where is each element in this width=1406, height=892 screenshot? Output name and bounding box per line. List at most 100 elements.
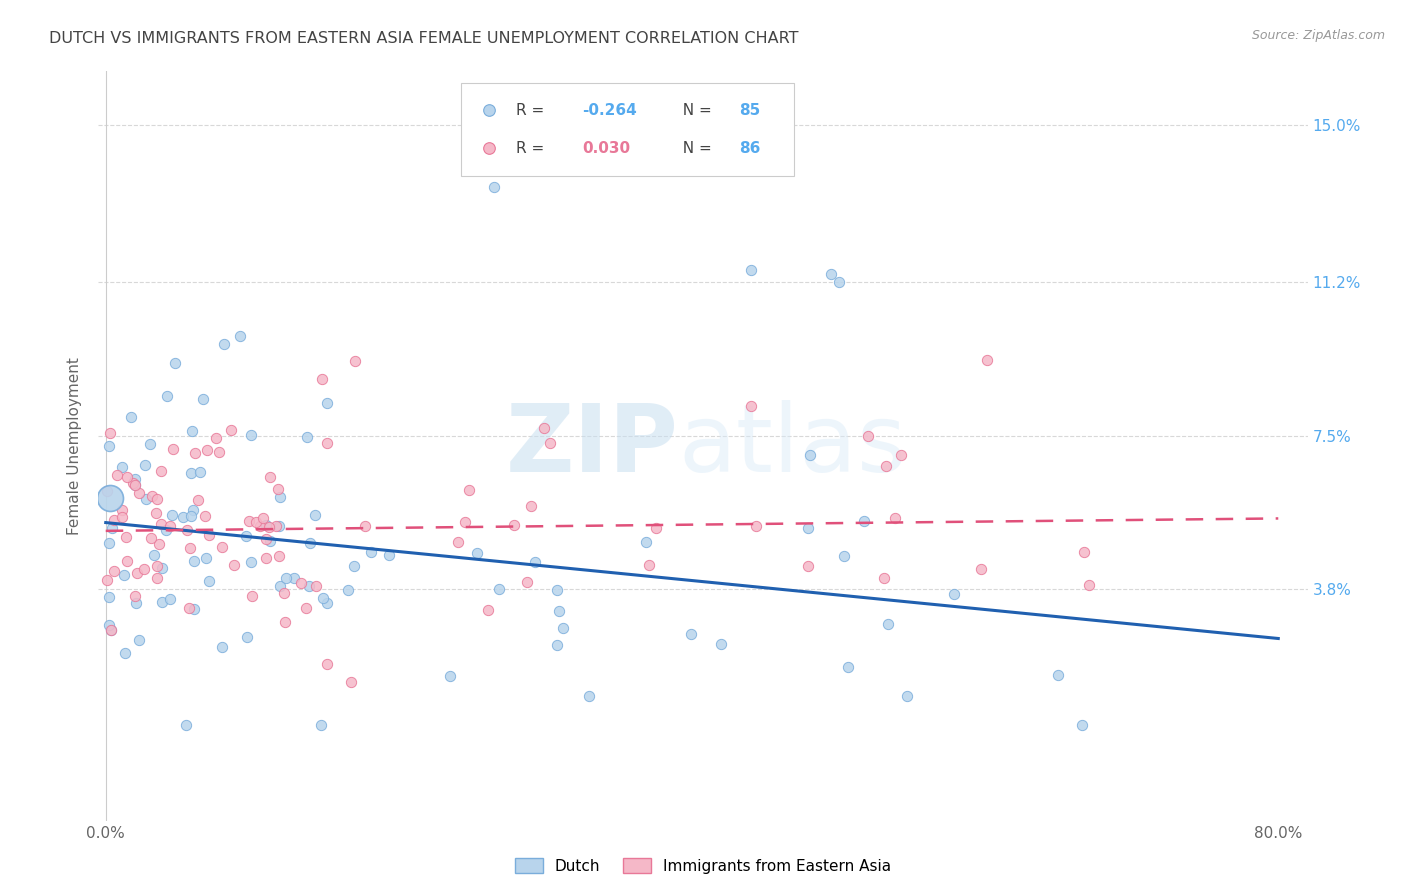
Point: [360, 545, 382, 559]
Point: [745, 518, 768, 533]
Point: [942, 587, 965, 601]
Point: [162, 508, 184, 523]
Point: [205, 431, 228, 445]
Point: [96, 573, 118, 587]
Point: [315, 396, 337, 410]
Point: [533, 421, 555, 435]
Point: [1073, 545, 1095, 559]
Point: [141, 531, 163, 545]
Point: [97, 439, 120, 453]
Point: [139, 437, 162, 451]
Point: [970, 562, 993, 576]
Point: [290, 575, 312, 590]
Point: [180, 509, 202, 524]
Point: [546, 638, 568, 652]
Point: [873, 572, 896, 586]
Text: 86: 86: [740, 141, 761, 156]
Point: [267, 549, 290, 564]
Point: [211, 540, 233, 554]
Point: [159, 518, 181, 533]
Point: [188, 465, 211, 479]
Point: [100, 623, 122, 637]
Point: [254, 550, 277, 565]
FancyBboxPatch shape: [461, 83, 793, 177]
Point: [853, 514, 876, 528]
Point: [876, 617, 898, 632]
Point: [125, 596, 148, 610]
Point: [124, 478, 146, 492]
Point: [634, 535, 657, 549]
Point: [252, 511, 274, 525]
Point: [197, 574, 219, 588]
Point: [259, 533, 281, 548]
Point: [548, 604, 571, 618]
Point: [194, 508, 217, 523]
Point: [194, 551, 217, 566]
Point: [128, 486, 150, 500]
Point: [681, 627, 703, 641]
Point: [249, 519, 271, 533]
Point: [211, 640, 233, 654]
Point: [343, 354, 366, 368]
Point: [125, 566, 148, 580]
Point: [111, 503, 134, 517]
Point: [378, 548, 401, 562]
Point: [454, 515, 477, 529]
Point: [976, 353, 998, 368]
Point: [229, 328, 252, 343]
Point: [149, 465, 172, 479]
Point: [128, 632, 150, 647]
Point: [259, 469, 281, 483]
Point: [124, 477, 146, 491]
Text: ZIP: ZIP: [506, 400, 679, 492]
Point: [538, 435, 561, 450]
Point: [212, 337, 235, 351]
Point: [124, 472, 146, 486]
Point: [488, 582, 510, 596]
Point: [273, 586, 295, 600]
Point: [156, 389, 179, 403]
Point: [312, 591, 335, 606]
Point: [503, 517, 526, 532]
Point: [546, 583, 568, 598]
Point: [482, 180, 505, 194]
Point: [179, 541, 201, 556]
Point: [132, 562, 155, 576]
Point: [264, 519, 287, 533]
Point: [890, 448, 912, 462]
Point: [172, 509, 194, 524]
Point: [146, 558, 169, 573]
Point: [97, 618, 120, 632]
Point: [439, 669, 461, 683]
Point: [832, 549, 855, 563]
Point: [134, 458, 156, 472]
Point: [638, 558, 661, 572]
Point: [457, 483, 479, 497]
Point: [145, 506, 167, 520]
Point: [827, 276, 849, 290]
Legend: Dutch, Immigrants from Eastern Asia: Dutch, Immigrants from Eastern Asia: [509, 852, 897, 880]
Point: [245, 515, 267, 529]
Point: [523, 555, 546, 569]
Point: [256, 532, 278, 546]
Point: [316, 435, 339, 450]
Point: [309, 718, 332, 732]
Point: [797, 521, 820, 535]
Point: [477, 603, 499, 617]
Point: [516, 574, 538, 589]
Point: [799, 448, 821, 462]
Point: [155, 524, 177, 538]
Point: [645, 521, 668, 535]
Point: [115, 470, 138, 484]
Point: [257, 520, 280, 534]
Point: [1078, 577, 1101, 591]
Point: [820, 267, 842, 281]
Point: [176, 523, 198, 537]
Point: [98, 491, 121, 505]
Point: [269, 491, 291, 505]
Point: [183, 554, 205, 568]
Point: [465, 546, 488, 560]
Point: [298, 579, 321, 593]
Point: [896, 690, 918, 704]
Point: [98, 425, 121, 440]
